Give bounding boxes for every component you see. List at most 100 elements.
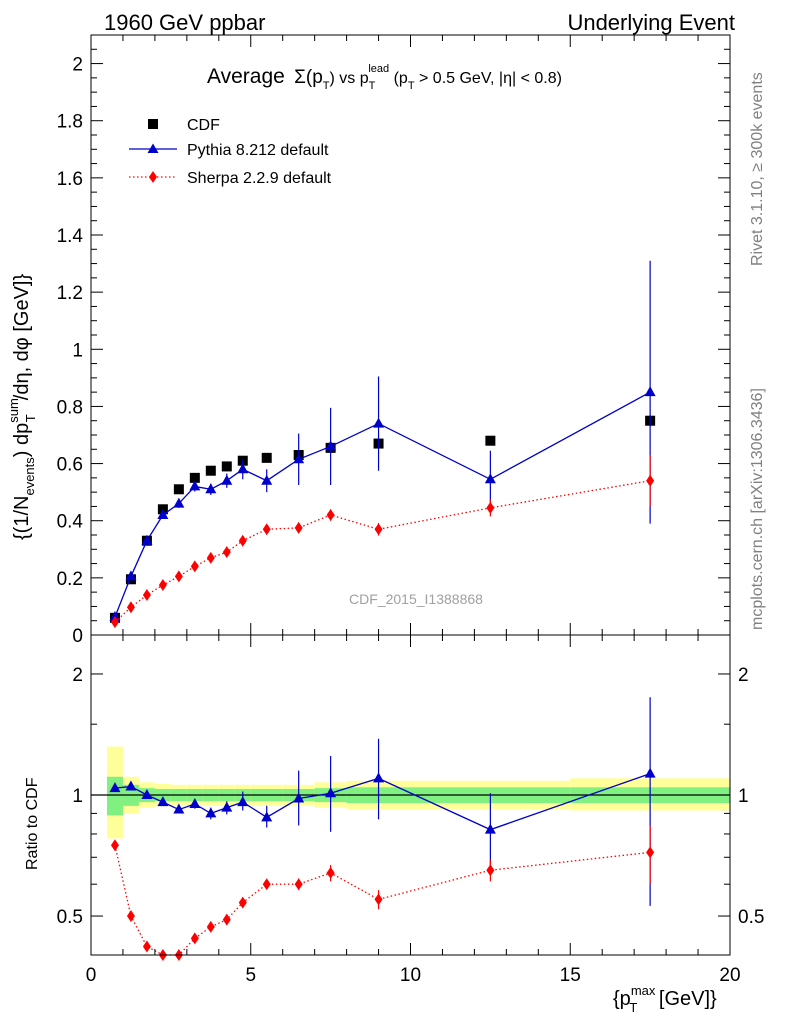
y-tick-label: 1 — [72, 340, 83, 361]
data-point — [157, 796, 169, 807]
data-point — [325, 787, 337, 798]
data-point — [221, 801, 233, 812]
data-point — [484, 823, 496, 834]
title-cond1: (p — [389, 70, 408, 87]
data-point — [110, 839, 119, 852]
data-point — [173, 497, 185, 508]
data-point — [174, 570, 183, 583]
y-tick-label: 0.6 — [57, 455, 83, 476]
data-point — [109, 782, 121, 793]
x-tick-label: 15 — [560, 965, 581, 986]
data-point — [261, 474, 273, 485]
data-point — [190, 932, 199, 945]
mcplots-label: mcplots.cern.ch [arXiv:1306.3436] — [749, 388, 766, 630]
ratio-y-tick-label-right: 0.5 — [738, 907, 764, 928]
data-point — [206, 551, 215, 564]
data-point — [205, 483, 217, 494]
data-point — [126, 601, 135, 614]
data-point — [293, 792, 305, 803]
rivet-version-label: Rivet 3.1.10, ≥ 300k events — [749, 72, 766, 266]
main-ticks: 0 0.2 0.4 0.6 0.8 1 1.2 1.4 1.6 1.8 2 — [57, 35, 731, 647]
main-panel: 00.20.40.60.811.21.41.61.82 Average Σ(pT… — [6, 34, 731, 647]
data-point — [262, 523, 271, 536]
ratio-plot-content — [91, 697, 730, 961]
data-point — [237, 796, 249, 807]
ratio-ticks: 0 5 10 15 20 0.5 0.5 1 1 2 2 — [57, 634, 764, 986]
ylabel-sub-t: T — [23, 414, 38, 422]
data-point — [294, 878, 303, 891]
data-point — [189, 472, 200, 483]
data-point — [126, 910, 135, 923]
data-point — [237, 463, 249, 474]
ratio-y-axis-label: Ratio to CDF — [24, 777, 41, 870]
title-sub-t3: T — [408, 80, 415, 92]
data-point — [173, 803, 185, 814]
data-point — [484, 473, 496, 484]
x-tick-label: 0 — [86, 965, 97, 986]
title-cond2: > 0.5 GeV, |η| < 0.8) — [415, 70, 562, 87]
series-pythia-8-212-default — [109, 260, 656, 621]
plot-title: Average Σ(pT) vs pTlead (pT > 0.5 GeV, |… — [207, 63, 562, 92]
data-point — [374, 523, 383, 536]
y-tick-label: 0 — [72, 626, 83, 647]
ratio-y-tick-label: 2 — [72, 665, 83, 686]
data-point — [646, 474, 655, 487]
data-point — [238, 534, 247, 547]
data-point — [222, 913, 231, 926]
data-point — [326, 866, 335, 879]
analysis-watermark: CDF_2015_I1388868 — [349, 591, 483, 607]
y-tick-label: 0.2 — [57, 569, 83, 590]
main-y-axis-label: {(1/Nevents) dpsum T/dη, dφ [GeV]} — [6, 274, 38, 540]
y-tick-label: 2 — [72, 55, 83, 76]
xlabel-part-b: [GeV]} — [653, 988, 717, 1010]
ratio-y-tick-label-right: 1 — [738, 786, 749, 807]
main-plot-content — [109, 260, 656, 629]
data-point — [189, 480, 201, 491]
legend-cdf-marker — [148, 119, 158, 129]
legend: CDF Pythia 8.212 default Sherpa 2.2.9 de… — [129, 117, 332, 187]
xlabel-part-a: {p — [613, 988, 631, 1010]
data-point — [262, 878, 271, 891]
data-point — [206, 920, 215, 933]
data-point — [189, 797, 201, 808]
header-right-label: Underlying Event — [567, 10, 735, 35]
data-point — [646, 846, 655, 859]
data-point — [142, 589, 151, 601]
data-point — [238, 896, 247, 909]
xlabel-sub-t: T — [629, 1000, 637, 1015]
data-point — [110, 616, 119, 629]
data-point — [125, 570, 137, 581]
data-point — [374, 893, 383, 906]
data-point — [125, 780, 137, 791]
title-sigma: Σ(p — [294, 67, 323, 88]
x-tick-label: 10 — [400, 965, 421, 986]
y-tick-label: 1.4 — [57, 226, 84, 247]
legend-pythia-label: Pythia 8.212 default — [187, 142, 329, 159]
data-point — [205, 465, 216, 476]
data-point — [326, 509, 335, 521]
header-left-label: 1960 GeV ppbar — [104, 10, 265, 35]
ylabel-part-b: ) dp — [11, 423, 33, 457]
data-point — [222, 546, 231, 559]
data-point — [373, 772, 385, 783]
ratio-panel: 0 5 10 15 20 0.5 0.5 1 1 2 2 Ratio to CDF — [24, 634, 764, 986]
title-sub-t2: T — [369, 80, 376, 92]
data-point — [221, 461, 232, 472]
y-tick-label: 1.6 — [57, 169, 83, 190]
series-sherpa-2-2-9-default — [110, 455, 655, 629]
data-point — [221, 474, 233, 485]
title-vs: ) vs p — [330, 70, 369, 87]
data-point — [205, 807, 217, 818]
data-point — [261, 811, 273, 822]
ylabel-part-c: /dη, dφ [GeV]} — [11, 274, 33, 401]
x-tick-label: 5 — [245, 965, 256, 986]
xlabel-sup-max: max — [631, 983, 656, 998]
ratio-y-tick-label: 0.5 — [57, 907, 83, 928]
x-axis-label: {pmax T [GeV]} — [613, 983, 717, 1015]
data-point — [486, 864, 495, 877]
data-point — [325, 440, 337, 451]
title-sup-lead: lead — [368, 63, 389, 75]
data-point — [294, 521, 303, 534]
legend-sherpa-label: Sherpa 2.2.9 default — [187, 170, 332, 187]
